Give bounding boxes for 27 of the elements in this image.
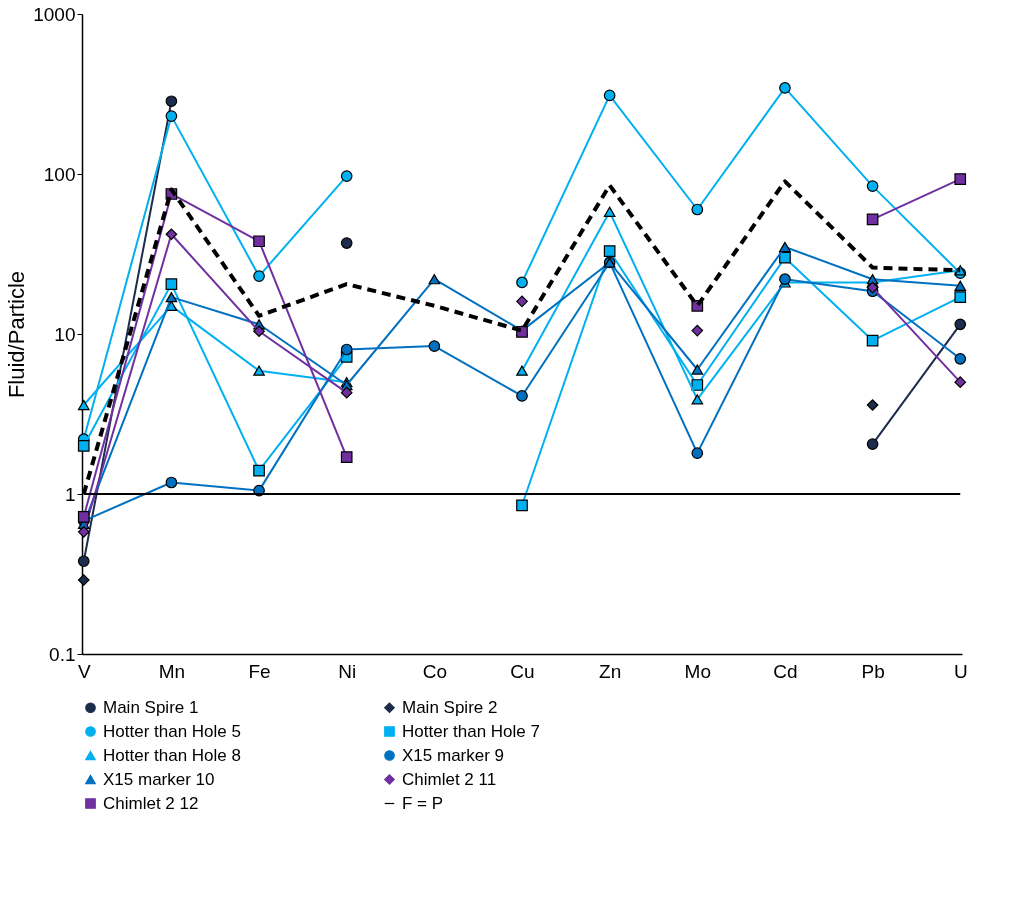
legend-label: Hotter than Hole 5 — [103, 721, 241, 741]
y-tick-label: 10 — [54, 323, 76, 345]
x-tick-label: Mn — [158, 660, 186, 682]
legend-label: F = P — [402, 793, 444, 813]
y-tick-label: 1000 — [33, 3, 76, 25]
x-tick-label: Pb — [861, 660, 885, 682]
legend-label: Chimlet 2 12 — [103, 793, 199, 813]
y-tick-label: 0.1 — [49, 643, 76, 665]
y-tick-label: 1 — [64, 483, 76, 505]
legend-label: Main Spire 2 — [402, 697, 498, 717]
x-tick-label: Ni — [338, 660, 357, 682]
x-tick-label: Zn — [599, 660, 622, 682]
legend-label: Chimlet 2 11 — [402, 769, 497, 789]
y-tick-label: 100 — [43, 163, 76, 185]
legend-label: X15 marker 10 — [103, 769, 215, 789]
x-tick-label: V — [77, 660, 91, 682]
legend-label: X15 marker 9 — [402, 745, 505, 765]
y-axis-title: Fluid/Particle — [4, 270, 30, 399]
x-tick-label: Co — [422, 660, 447, 682]
x-tick-label: Mo — [684, 660, 711, 682]
legend-label: Hotter than Hole 7 — [402, 721, 540, 741]
legend-label: Main Spire 1 — [103, 697, 199, 717]
x-tick-label: Cd — [773, 660, 798, 682]
x-tick-label: U — [953, 660, 968, 682]
legend-label: Hotter than Hole 8 — [103, 745, 241, 765]
x-tick-label: Cu — [510, 660, 535, 682]
x-tick-label: Fe — [248, 660, 271, 682]
